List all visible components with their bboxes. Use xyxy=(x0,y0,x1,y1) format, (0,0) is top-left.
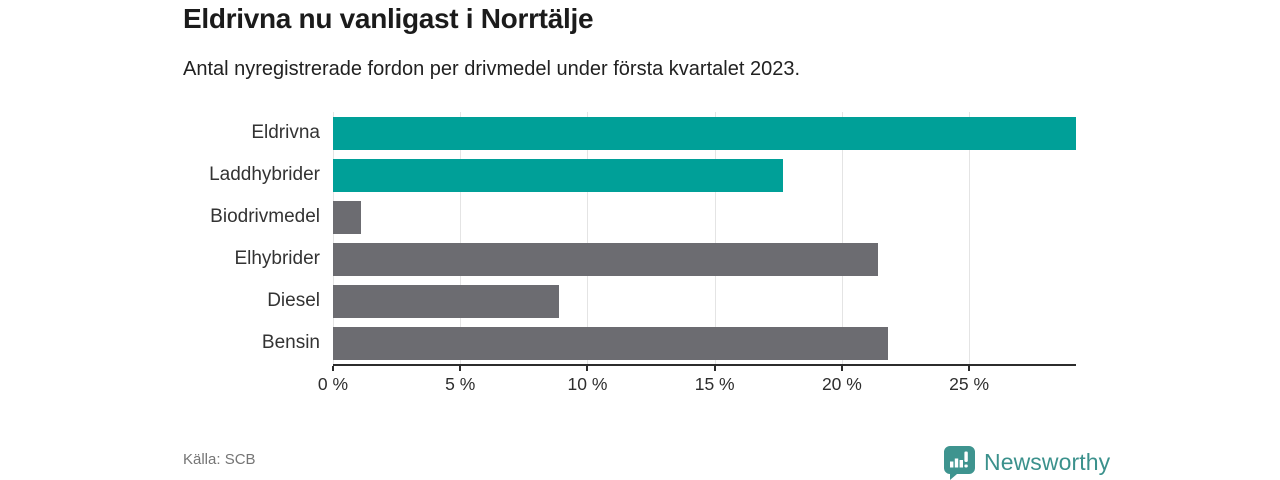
bar-elhybrider xyxy=(333,242,878,276)
bar-eldrivna xyxy=(333,116,1076,150)
x-axis-tick xyxy=(968,366,971,371)
bar-diesel xyxy=(333,284,560,318)
category-label-elhybrider: Elhybrider xyxy=(234,248,320,269)
x-tick-label: 25 % xyxy=(949,374,990,394)
gridline xyxy=(841,112,843,364)
category-label-biodrivmedel: Biodrivmedel xyxy=(210,206,320,227)
gridline xyxy=(969,112,971,364)
brand-name: Newsworthy xyxy=(984,449,1111,475)
x-tick-label: 20 % xyxy=(821,374,862,394)
category-label-bensin: Bensin xyxy=(261,332,320,353)
bar-biodrivmedel xyxy=(333,200,361,234)
category-label-eldrivna: Eldrivna xyxy=(251,122,320,143)
category-label-laddhybrider: Laddhybrider xyxy=(209,164,320,185)
plot-area: 0 % 5 % 10 % 15 % 20 % 25 % xyxy=(318,112,1076,394)
source-note: Källa: SCB xyxy=(183,451,256,468)
x-axis-tick xyxy=(332,366,334,371)
category-label-diesel: Diesel xyxy=(267,290,320,311)
bar-bensin xyxy=(333,326,888,360)
x-axis-tick xyxy=(713,366,716,371)
gridline xyxy=(460,112,462,364)
x-tick-label: 5 % xyxy=(445,374,476,394)
x-axis-tick xyxy=(586,366,589,371)
gridline xyxy=(333,112,334,364)
bar-chart-speech-bubble-icon xyxy=(943,445,976,480)
x-tick-label: 0 % xyxy=(317,374,349,394)
bar-laddhybrider xyxy=(333,158,784,192)
gridline xyxy=(587,112,589,364)
brand-logo: Newsworthy xyxy=(943,445,1110,480)
chart-title: Eldrivna nu vanligast i Norrtälje xyxy=(183,3,594,34)
x-axis-line xyxy=(333,364,1076,366)
gridline xyxy=(714,112,716,364)
x-tick-label: 10 % xyxy=(567,374,608,394)
chart-subtitle: Antal nyregistrerade fordon per drivmede… xyxy=(183,58,801,80)
category-labels: Eldrivna Laddhybrider Biodrivmedel Elhybrid… xyxy=(0,112,320,364)
x-tick-label: 15 % xyxy=(694,374,735,394)
x-axis-tick xyxy=(459,366,462,371)
x-axis-tick xyxy=(840,366,843,371)
